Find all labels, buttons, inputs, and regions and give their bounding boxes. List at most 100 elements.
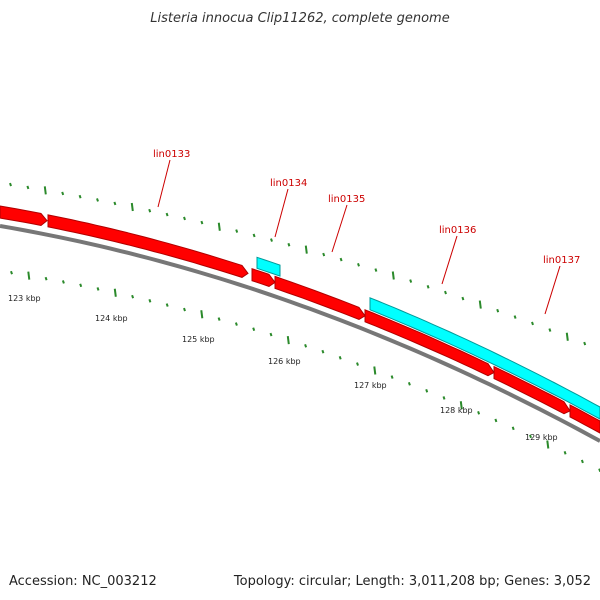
upper-tick <box>96 198 99 202</box>
scale-label-123kbp: 123 kbp <box>8 294 41 303</box>
leader-line <box>544 265 561 315</box>
genome-summary-text: Topology: circular; Length: 3,011,208 bp… <box>233 574 591 589</box>
upper-tick <box>478 300 482 309</box>
gene-arrow-lin0134-reverse <box>256 256 281 277</box>
gene-label-lin0136[interactable]: lin0136 <box>439 225 476 236</box>
lower-tick <box>407 382 411 386</box>
lower-tick <box>580 459 584 464</box>
tick-marks <box>9 182 600 472</box>
label-leader-lines <box>157 159 561 315</box>
lower-tick <box>546 440 550 449</box>
lower-tick <box>183 307 186 312</box>
lower-tick <box>304 344 308 348</box>
upper-tick <box>61 191 65 196</box>
upper-tick <box>322 252 326 257</box>
lower-tick <box>459 401 463 410</box>
leader-line <box>157 159 171 208</box>
upper-tick <box>496 308 500 313</box>
lower-tick <box>252 327 256 332</box>
lower-tick <box>269 332 273 337</box>
upper-tick <box>270 238 273 242</box>
gene-label-lin0135[interactable]: lin0135 <box>328 194 365 205</box>
gene-label-lin0137[interactable]: lin0137 <box>543 255 580 266</box>
upper-tick <box>252 233 256 238</box>
lower-tick <box>61 280 65 284</box>
lower-tick <box>131 294 135 299</box>
gene-arrow-lin0137 <box>493 365 571 415</box>
lower-tick <box>390 375 394 379</box>
upper-tick <box>183 216 186 221</box>
lower-tick <box>148 298 152 303</box>
gene-arrow-lin0138 <box>569 404 600 434</box>
upper-tick <box>165 212 169 217</box>
upper-tick <box>391 271 395 280</box>
accession-text: Accession: NC_003212 <box>9 574 157 589</box>
lower-tick <box>477 410 481 415</box>
lower-tick <box>217 317 221 321</box>
upper-tick <box>287 242 291 247</box>
lower-tick <box>27 271 31 280</box>
scale-label-125kbp: 125 kbp <box>182 335 215 344</box>
upper-tick <box>513 315 517 319</box>
upper-tick <box>374 268 378 272</box>
gene-label-lin0133[interactable]: lin0133 <box>153 149 190 160</box>
lower-tick <box>79 283 83 288</box>
upper-tick <box>130 202 134 212</box>
upper-tick <box>217 222 221 231</box>
lower-tick <box>356 362 359 366</box>
upper-tick <box>26 185 30 190</box>
gene-arrow-lin0132 <box>0 205 48 227</box>
scale-label-124kbp: 124 kbp <box>95 314 128 323</box>
gene-arrow-lin0136-reverse <box>369 297 600 420</box>
lower-tick <box>529 434 532 439</box>
lower-tick <box>96 287 100 291</box>
upper-tick <box>531 321 534 326</box>
upper-tick <box>148 208 152 213</box>
upper-tick <box>426 284 430 289</box>
lower-tick <box>442 396 446 400</box>
scale-label-126kbp: 126 kbp <box>268 357 301 366</box>
scale-labels: 123 kbp 124 kbp 125 kbp 126 kbp 127 kbp … <box>8 294 558 442</box>
upper-tick <box>235 229 239 233</box>
leader-line <box>441 235 458 285</box>
gene-arrow-lin0135 <box>274 275 366 320</box>
upper-tick <box>444 290 447 295</box>
genome-backbone <box>0 224 600 443</box>
upper-tick <box>200 220 204 225</box>
upper-tick <box>409 279 413 283</box>
lower-tick <box>44 276 48 281</box>
scale-label-128kbp: 128 kbp <box>440 406 473 415</box>
map-title: Listeria innocua Clip11262, complete gen… <box>150 11 449 26</box>
scale-label-129kbp: 129 kbp <box>525 433 558 442</box>
gene-labels: lin0133 lin0134 lin0135 lin0136 lin0137 <box>153 149 580 266</box>
gene-arrow-lin0133 <box>47 214 249 278</box>
lower-tick <box>563 451 567 455</box>
upper-tick <box>304 245 308 254</box>
lower-tick <box>511 426 515 431</box>
leader-line <box>331 204 348 253</box>
upper-tick <box>43 186 47 195</box>
upper-tick <box>9 182 12 187</box>
upper-tick <box>78 194 82 199</box>
lower-tick <box>200 310 204 319</box>
scale-label-127kbp: 127 kbp <box>354 381 387 390</box>
lower-tick <box>10 270 13 275</box>
upper-tick <box>565 332 569 341</box>
lower-tick <box>113 288 117 297</box>
upper-tick <box>113 201 117 206</box>
leader-line <box>274 188 289 238</box>
backbone-line <box>0 224 600 443</box>
gene-arrow-lin0136 <box>364 309 495 377</box>
lower-tick <box>425 389 429 393</box>
gene-label-lin0134[interactable]: lin0134 <box>270 178 307 189</box>
lower-tick <box>494 418 498 423</box>
lower-tick <box>234 322 238 326</box>
gene-features <box>0 205 600 434</box>
lower-tick <box>165 303 169 307</box>
upper-tick <box>548 328 552 332</box>
lower-tick <box>321 349 325 354</box>
lower-tick <box>286 336 290 345</box>
upper-tick <box>339 257 343 262</box>
upper-tick <box>583 341 587 346</box>
